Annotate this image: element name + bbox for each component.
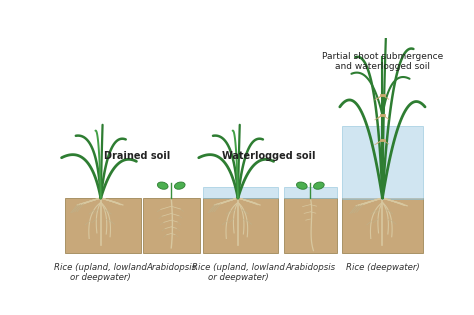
Bar xyxy=(284,187,337,198)
Ellipse shape xyxy=(174,182,185,189)
Text: Partial shoot submergence
and waterlogged soil: Partial shoot submergence and waterlogge… xyxy=(322,52,443,71)
Text: Rice (upland, lowland
or deepwater): Rice (upland, lowland or deepwater) xyxy=(55,263,147,282)
Bar xyxy=(284,198,337,253)
Bar xyxy=(342,198,423,253)
Bar xyxy=(342,126,423,199)
Ellipse shape xyxy=(314,182,324,189)
Text: Arabidopsis: Arabidopsis xyxy=(285,263,336,272)
Bar xyxy=(202,187,278,198)
Bar xyxy=(202,198,278,253)
Bar xyxy=(65,198,141,253)
Text: Rice (deepwater): Rice (deepwater) xyxy=(346,263,419,272)
Ellipse shape xyxy=(297,182,307,189)
Text: Arabidopsis: Arabidopsis xyxy=(146,263,196,272)
Text: Drained soil: Drained soil xyxy=(104,151,170,161)
Text: Rice (upland, lowland
or deepwater): Rice (upland, lowland or deepwater) xyxy=(191,263,284,282)
Text: Waterlogged soil: Waterlogged soil xyxy=(222,151,315,161)
Bar xyxy=(143,198,200,253)
Ellipse shape xyxy=(157,182,168,189)
